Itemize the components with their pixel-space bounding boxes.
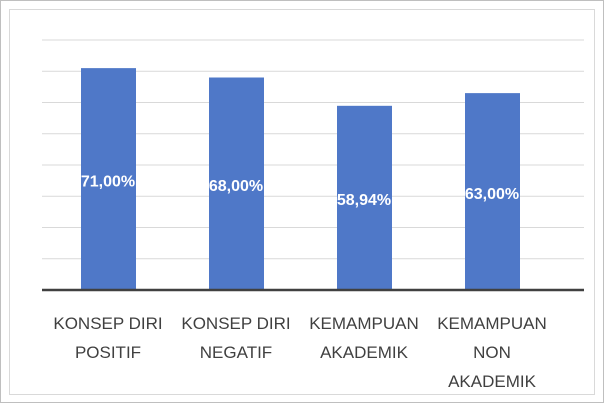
x-tick-label: KEMAMPUAN AKADEMIK: [309, 314, 419, 362]
data-label: 71,00%: [81, 173, 135, 190]
bar: [465, 93, 520, 290]
x-tick-label: KEMAMPUAN NON AKADEMIK: [437, 314, 547, 391]
x-tick-label: KONSEP DIRI NEGATIF: [181, 314, 290, 362]
x-tick-label: KONSEP DIRI POSITIF: [53, 314, 162, 362]
bar: [81, 68, 136, 290]
data-label: 68,00%: [209, 178, 263, 195]
bar: [337, 105, 392, 290]
bar: [209, 77, 264, 290]
data-label: 63,00%: [465, 186, 519, 203]
data-label: 58,94%: [337, 192, 391, 209]
